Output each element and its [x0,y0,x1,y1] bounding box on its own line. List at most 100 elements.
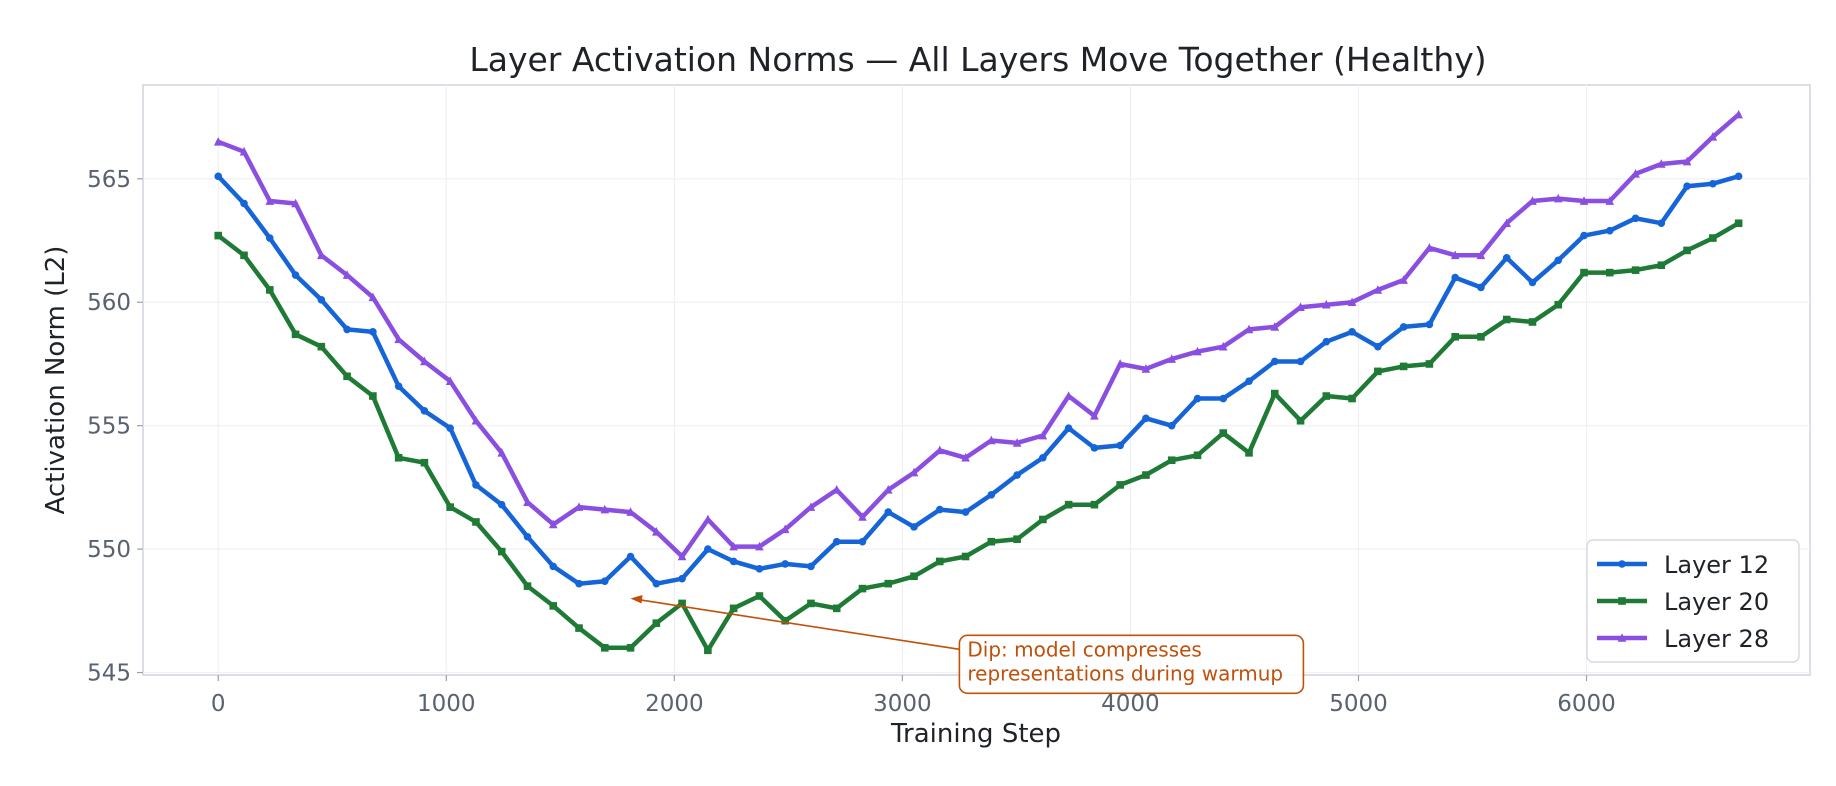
data-point [961,452,970,462]
data-point [342,270,352,279]
x-tick-label: 2000 [645,691,704,717]
data-point [858,512,867,521]
data-point [239,146,249,156]
x-axis-ticks: 0 1000 2000 3000 4000 5000 6000 [211,675,1616,717]
data-point [1167,354,1177,363]
y-tick-label: 545 [87,661,131,687]
data-point [317,295,326,304]
data-point [1013,535,1021,544]
x-axis-label: Training Step [890,719,1061,749]
data-point [472,481,480,489]
data-point [1244,324,1254,334]
data-point [548,519,558,529]
data-point [935,557,944,566]
data-point [497,547,506,556]
data-point [935,445,945,455]
data-point [1618,597,1626,605]
data-point [729,541,738,551]
legend: Layer 12 Layer 20 Layer 28 [1586,539,1800,663]
data-point [240,251,248,260]
plot-area [142,84,1811,676]
data-point [1605,196,1615,205]
data-point [549,562,558,571]
data-point [549,602,558,610]
data-point [1631,214,1640,223]
data-point [1064,424,1073,432]
data-point [935,505,944,514]
data-point [1631,266,1640,274]
data-point [369,392,377,400]
data-point [1039,515,1047,524]
x-tick-label: 1000 [417,691,476,717]
annotation-box [958,634,1305,695]
data-point [1425,360,1434,368]
series-layer-12 [214,172,1743,588]
data-point [1476,250,1486,260]
data-point [1374,342,1382,351]
data-point [1116,481,1124,489]
data-point [600,504,610,514]
data-point [832,604,841,613]
data-point [1554,300,1563,309]
data-point [265,286,274,294]
data-point [1219,429,1228,437]
data-point [446,424,454,432]
data-point [677,551,687,561]
data-point [497,500,506,509]
data-point [1709,234,1717,242]
x-tick-label: 0 [211,691,226,717]
data-point [1090,410,1099,420]
data-point [883,485,893,494]
data-point [1451,332,1459,341]
data-point [1399,362,1408,371]
data-point [213,136,223,146]
data-point [1605,226,1614,235]
data-point [1039,453,1047,462]
data-point [832,485,842,494]
data-point [471,415,481,425]
data-point [1618,560,1626,568]
data-point [1605,268,1614,277]
legend-label: Layer 20 [1664,588,1769,616]
data-point [420,407,429,415]
data-point [291,198,300,208]
data-point [729,557,738,566]
x-tick-label: 4000 [1101,691,1160,717]
series-line [216,112,1741,559]
data-point [987,435,996,445]
data-point [1734,219,1743,228]
data-point [343,325,351,334]
data-point [704,646,712,655]
data-point [1657,261,1666,270]
data-point [497,448,507,457]
data-point [1219,394,1228,403]
data-point [1450,250,1460,260]
annotation-text: Dip: model compresses [967,637,1201,661]
data-point [1502,315,1511,324]
data-point [1580,231,1588,240]
data-point [1193,451,1202,460]
series-layer-28 [213,109,1743,561]
data-point [652,619,661,627]
data-point [678,599,686,608]
y-axis-ticks: 545 550 555 560 565 [87,167,143,687]
data-point [1502,254,1511,262]
data-point [1090,500,1099,509]
data-point [369,328,377,336]
data-point [1090,444,1099,452]
legend-label: Layer 28 [1664,625,1769,653]
data-point [1012,438,1022,447]
data-point [1617,633,1627,642]
y-tick-label: 555 [87,414,131,440]
data-point [214,231,223,240]
data-point [600,644,609,652]
series-group [213,109,1743,655]
data-point [1374,367,1382,376]
data-point [1013,471,1021,479]
data-point [291,271,300,279]
data-point [910,523,918,531]
data-point [1142,414,1150,423]
data-point [806,502,816,511]
